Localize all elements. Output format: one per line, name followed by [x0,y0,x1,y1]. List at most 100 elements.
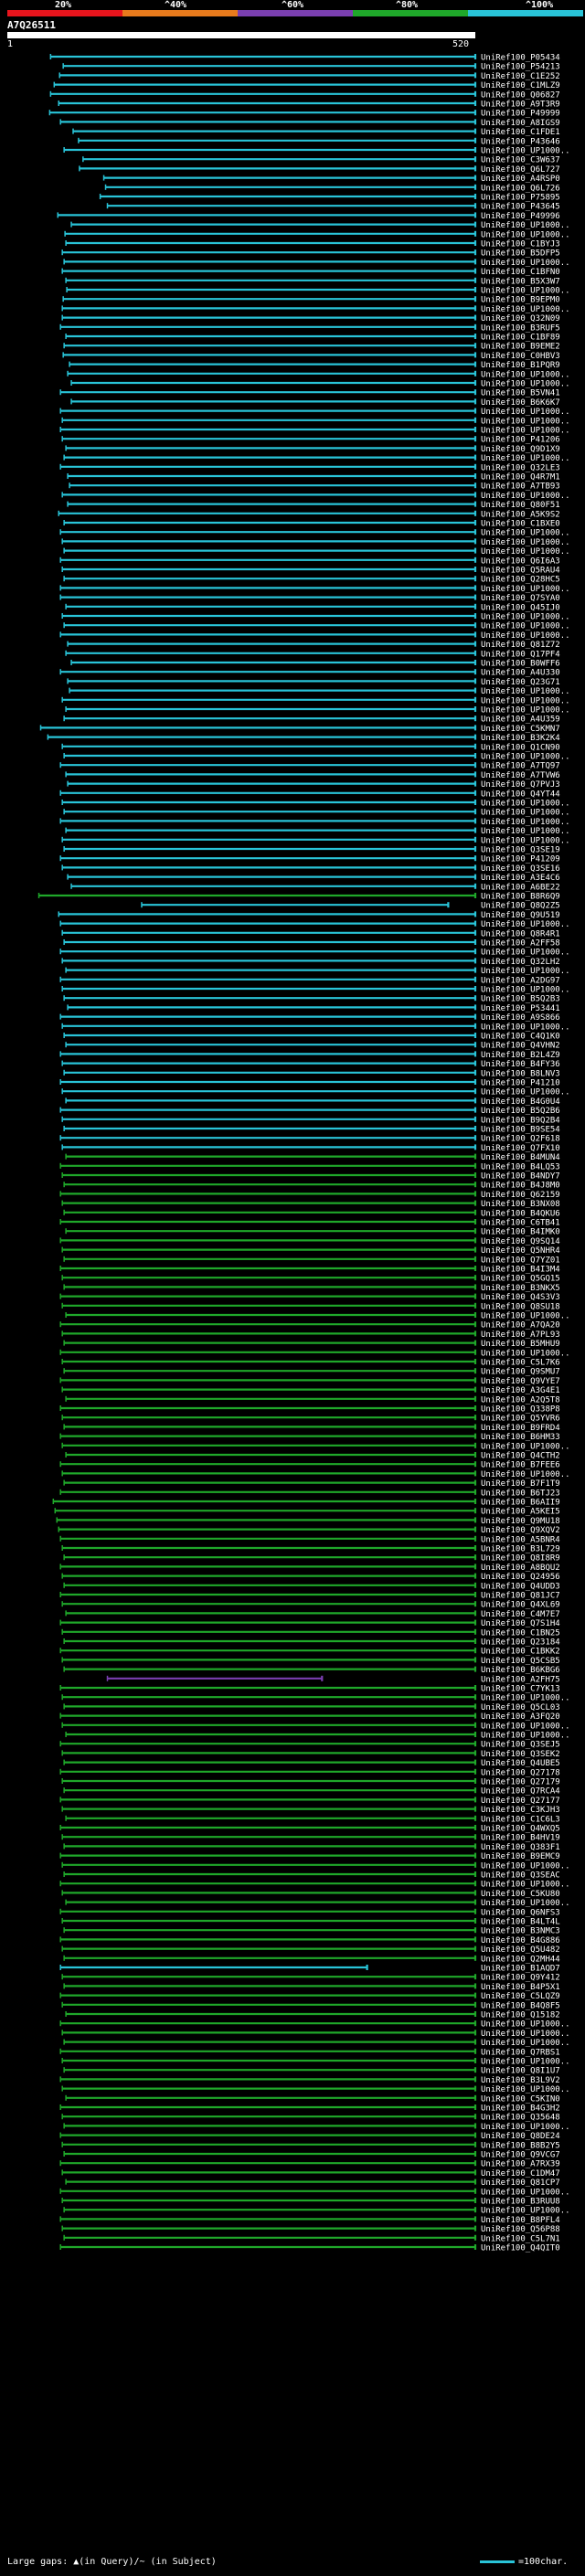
hit-row[interactable]: UniRef100_B4G3H2 [59,2104,560,2114]
hit-row[interactable]: UniRef100_UP1000.. [61,1861,570,1871]
hit-row[interactable]: UniRef100_UP1000.. [61,538,570,547]
hit-label[interactable]: UniRef100_B1PQR9 [481,361,560,370]
hit-label[interactable]: UniRef100_Q4QIT0 [481,2244,560,2253]
hit-label[interactable]: UniRef100_Q4XL69 [481,1601,560,1610]
hit-row[interactable]: UniRef100_Q23G71 [67,678,560,687]
hit-label[interactable]: UniRef100_B5MHU9 [481,1340,560,1349]
hit-row[interactable]: UniRef100_Q5YVR6 [61,1415,560,1424]
hit-row[interactable]: UniRef100_Q5GQ15 [61,1275,560,1284]
hit-label[interactable]: UniRef100_Q7YZ01 [481,1256,560,1265]
hit-label[interactable]: UniRef100_B3NX08 [481,1200,560,1209]
hit-label[interactable]: UniRef100_C5LQZ9 [481,1992,560,2001]
hit-label[interactable]: UniRef100_B4G0U4 [481,1097,560,1107]
hit-label[interactable]: UniRef100_Q9SQ14 [481,1237,560,1246]
hit-row[interactable]: UniRef100_B8LNV3 [63,1069,560,1078]
hit-label[interactable]: UniRef100_Q4UDD3 [481,1582,560,1591]
hit-row[interactable]: UniRef100_UP1000.. [63,259,570,268]
hit-label[interactable]: UniRef100_UP1000.. [481,2020,570,2030]
hit-label[interactable]: UniRef100_C5L7K6 [481,1359,560,1368]
hit-row[interactable]: UniRef100_Q7YZ01 [63,1256,560,1265]
hit-label[interactable]: UniRef100_B9EMC9 [481,1852,560,1861]
hit-row[interactable]: UniRef100_B9EPM0 [62,296,560,305]
hit-label[interactable]: UniRef100_P49999 [481,110,560,119]
hit-row[interactable]: UniRef100_Q7RCA4 [63,1787,560,1797]
hit-label[interactable]: UniRef100_UP1000.. [481,2058,570,2067]
hit-row[interactable]: UniRef100_UP1000.. [59,427,570,436]
hit-row[interactable]: UniRef100_B3K2K4 [47,734,560,743]
hit-label[interactable]: UniRef100_UP1000.. [481,287,570,296]
hit-label[interactable]: UniRef100_C1BYJ3 [481,240,560,249]
hit-row[interactable]: UniRef100_Q8DE24 [59,2132,560,2141]
hit-row[interactable]: UniRef100_Q5RAU4 [61,567,560,576]
hit-row[interactable]: UniRef100_B3L729 [61,1545,560,1554]
hit-row[interactable]: UniRef100_UP1000.. [69,687,570,696]
hit-label[interactable]: UniRef100_C1BKK2 [481,1648,560,1657]
hit-label[interactable]: UniRef100_A5KEI5 [481,1508,560,1517]
hit-row[interactable]: UniRef100_UP1000.. [59,631,570,641]
hit-row[interactable]: UniRef100_P49996 [57,212,560,221]
hit-row[interactable]: UniRef100_Q4QIT0 [59,2244,560,2253]
hit-label[interactable]: UniRef100_B8R6Q9 [481,893,560,902]
hit-row[interactable]: UniRef100_Q3SEAC [63,1871,560,1881]
hit-row[interactable]: UniRef100_UP1000.. [61,1722,570,1731]
hit-row[interactable]: UniRef100_C1BFN0 [61,268,560,277]
hit-label[interactable]: UniRef100_B4HV19 [481,1834,560,1843]
hit-label[interactable]: UniRef100_UP1000.. [481,986,570,995]
hit-label[interactable]: UniRef100_B4NDY7 [481,1172,560,1182]
hit-row[interactable]: UniRef100_A2FH75 [106,1675,560,1684]
hit-row[interactable]: UniRef100_B7FEE6 [59,1461,560,1470]
hit-row[interactable]: UniRef100_Q06827 [49,90,560,100]
hit-row[interactable]: UniRef100_C5L7K6 [61,1359,560,1368]
hit-label[interactable]: UniRef100_Q8I8R9 [481,1554,560,1564]
hit-row[interactable]: UniRef100_B8B2Y5 [61,2141,560,2150]
hit-label[interactable]: UniRef100_Q3SE19 [481,846,560,855]
hit-row[interactable]: UniRef100_P43646 [78,137,560,146]
hit-label[interactable]: UniRef100_B3NMC3 [481,1927,560,1936]
hit-label[interactable]: UniRef100_B9SE54 [481,1126,560,1135]
hit-row[interactable]: UniRef100_B3NX08 [61,1200,560,1209]
hit-row[interactable]: UniRef100_P49999 [48,110,560,119]
hit-row[interactable]: UniRef100_A5BNR4 [59,1535,560,1544]
hit-label[interactable]: UniRef100_C4Q1K0 [481,1033,560,1042]
hit-row[interactable]: UniRef100_A7TB93 [69,482,560,492]
hit-label[interactable]: UniRef100_A2DG97 [481,976,560,985]
hit-label[interactable]: UniRef100_Q7FX10 [481,1144,560,1153]
hit-label[interactable]: UniRef100_C6TB41 [481,1219,560,1228]
hit-row[interactable]: UniRef100_UP1000.. [63,2039,570,2048]
hit-label[interactable]: UniRef100_Q27177 [481,1797,560,1806]
hit-label[interactable]: UniRef100_A7PL93 [481,1330,560,1340]
hit-row[interactable]: UniRef100_UP1000.. [65,827,570,836]
hit-label[interactable]: UniRef100_A7TB93 [481,482,560,492]
hit-label[interactable]: UniRef100_UP1000.. [481,706,570,716]
hit-row[interactable]: UniRef100_A9S866 [59,1013,560,1023]
hit-row[interactable]: UniRef100_A3E4C6 [67,874,560,883]
hit-label[interactable]: UniRef100_C4M7E7 [481,1610,560,1619]
hit-row[interactable]: UniRef100_B7F1T9 [63,1479,560,1489]
hit-row[interactable]: UniRef100_UP1000.. [63,753,570,762]
hit-label[interactable]: UniRef100_Q6NFS3 [481,1908,560,1917]
hit-row[interactable]: UniRef100_B8PFL4 [59,2216,560,2225]
hit-label[interactable]: UniRef100_UP1000.. [481,547,570,557]
hit-label[interactable]: UniRef100_Q6I6A3 [481,557,560,566]
hit-row[interactable]: UniRef100_Q8R4R1 [61,929,560,938]
hit-label[interactable]: UniRef100_UP1000.. [481,2188,570,2197]
hit-label[interactable]: UniRef100_Q9VCG7 [481,2151,560,2160]
hit-row[interactable]: UniRef100_P53441 [67,1004,560,1013]
hit-row[interactable]: UniRef100_C1MLZ9 [53,81,560,90]
hit-row[interactable]: UniRef100_B1PQR9 [69,361,560,370]
hit-label[interactable]: UniRef100_A8IGS9 [481,119,560,128]
hit-label[interactable]: UniRef100_UP1000.. [481,259,570,268]
hit-label[interactable]: UniRef100_C1BXE0 [481,520,560,529]
hit-row[interactable]: UniRef100_C5KU80 [61,1890,560,1899]
hit-row[interactable]: UniRef100_C1E252 [58,72,560,81]
hit-label[interactable]: UniRef100_Q3SEJ5 [481,1741,560,1750]
hit-label[interactable]: UniRef100_C1DM47 [481,2169,560,2178]
hit-label[interactable]: UniRef100_Q5NHR4 [481,1246,560,1256]
hit-row[interactable]: UniRef100_B4G886 [59,1936,560,1945]
hit-row[interactable]: UniRef100_C1C6L3 [65,1815,560,1824]
hit-row[interactable]: UniRef100_UP1000.. [61,1023,570,1032]
hit-label[interactable]: UniRef100_Q4S3V3 [481,1293,560,1302]
hit-row[interactable]: UniRef100_P54213 [62,63,560,72]
hit-label[interactable]: UniRef100_Q4VHN2 [481,1042,560,1051]
hit-label[interactable]: UniRef100_C5KU80 [481,1890,560,1899]
